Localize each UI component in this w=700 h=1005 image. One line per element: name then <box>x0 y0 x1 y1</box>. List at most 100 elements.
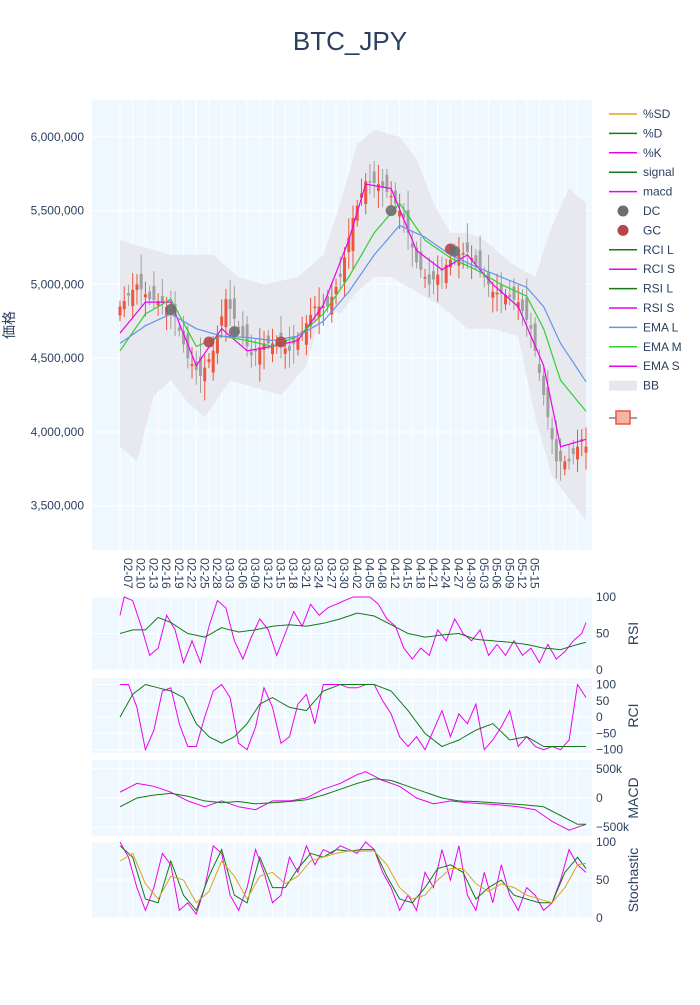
candle-body <box>546 387 550 418</box>
x-tick-label: 05-12 <box>515 558 529 589</box>
dead-cross-marker[interactable] <box>228 326 240 338</box>
candle-body <box>448 259 452 268</box>
candle <box>554 420 558 479</box>
candle-body <box>567 458 571 462</box>
legend-item-rsi-s[interactable]: RSI S <box>609 301 674 315</box>
candle <box>309 297 313 339</box>
dead-cross-marker[interactable] <box>385 205 397 217</box>
candle-body <box>351 218 355 251</box>
candle-body <box>326 295 330 307</box>
candle-body <box>215 333 219 354</box>
candle <box>131 272 135 319</box>
candle-body <box>364 181 368 205</box>
legend-item-gc[interactable]: GC <box>617 223 662 237</box>
candle <box>364 173 368 215</box>
legend-swatch-band <box>609 380 637 391</box>
legend-item--d[interactable]: %D <box>609 126 663 140</box>
legend-swatch-marker <box>617 224 629 236</box>
candle-body <box>343 257 347 283</box>
dead-cross-marker[interactable] <box>165 304 177 316</box>
y-tick-label: 50 <box>596 627 610 641</box>
candle-body <box>241 326 245 338</box>
candle-body <box>143 294 147 298</box>
candle <box>499 272 503 313</box>
candle-body <box>376 184 380 192</box>
candle <box>478 235 482 278</box>
legend-label: %D <box>643 126 663 140</box>
series-ema-l <box>119 224 587 383</box>
legend-item-ema-l[interactable]: EMA L <box>609 320 679 334</box>
candle <box>190 347 194 379</box>
candle-body <box>232 298 236 319</box>
candle <box>576 429 580 472</box>
x-tick-label: 04-08 <box>375 558 389 589</box>
legend-label: %K <box>643 146 662 160</box>
candle <box>465 223 469 269</box>
candle-body <box>224 299 228 328</box>
candle-body <box>368 181 372 183</box>
candle-body <box>122 301 126 310</box>
panel-price: 3,500,000 4,000,000 4,500,000 5,000,000 5,50… <box>1 100 592 589</box>
legend-label: BB <box>643 379 659 393</box>
legend-item-ema-s[interactable]: EMA S <box>609 359 680 373</box>
candle-body <box>271 343 274 355</box>
legend-item-dc[interactable]: DC <box>617 204 661 218</box>
candle-body <box>249 351 253 356</box>
candle <box>491 281 495 313</box>
legend-item-rsi-l[interactable]: RSI L <box>609 282 673 296</box>
candle-body <box>495 292 499 295</box>
series-rsi-s <box>119 596 587 665</box>
candle-body <box>304 323 308 345</box>
candle <box>199 337 202 393</box>
candle <box>156 293 160 316</box>
dead-cross-marker[interactable] <box>449 245 461 257</box>
candle-body <box>474 255 478 264</box>
candle <box>542 367 546 406</box>
candle-body <box>156 301 160 306</box>
candle-body <box>482 274 486 278</box>
series-rci-s <box>120 683 587 752</box>
golden-cross-marker[interactable] <box>275 336 287 348</box>
candle <box>436 255 440 302</box>
golden-cross-marker[interactable] <box>203 336 215 348</box>
candle-body <box>334 286 338 295</box>
legend-item-bb[interactable]: BB <box>609 379 659 393</box>
x-tick-label: 05-03 <box>477 558 491 589</box>
x-tick-label: 03-03 <box>223 558 237 589</box>
legend-label: EMA M <box>643 340 682 354</box>
x-tick-label: 03-27 <box>324 558 338 589</box>
candle-body <box>126 293 130 296</box>
candle-body <box>338 273 342 278</box>
candle-body <box>427 274 431 285</box>
x-tick-label: 03-24 <box>312 558 326 589</box>
legend[interactable]: %SD %D %K signal macd DC GC RCI L RCI S RSI L RSI … <box>609 107 682 425</box>
legend-item--k[interactable]: %K <box>609 146 662 160</box>
y-tick-label: 5,000,000 <box>31 277 85 291</box>
legend-item-rci-s[interactable]: RCI S <box>609 262 675 276</box>
y-tick-label: 3,500,000 <box>31 499 85 513</box>
x-tick-label: 02-19 <box>172 558 186 589</box>
x-tick-label: 04-30 <box>464 558 478 589</box>
y-tick-label: −100 <box>596 743 623 757</box>
candle <box>359 178 363 206</box>
panel-title-rci: RCI <box>625 703 641 727</box>
legend-item-macd[interactable]: macd <box>609 185 672 199</box>
y-tick-label: 500k <box>596 762 623 776</box>
x-tick-label: 02-10 <box>134 558 148 589</box>
x-tick-label: 03-15 <box>274 558 288 589</box>
legend-item-candlestick[interactable] <box>609 410 637 425</box>
legend-item-ema-m[interactable]: EMA M <box>609 340 682 354</box>
legend-item--sd[interactable]: %SD <box>609 107 671 121</box>
candle <box>143 281 147 317</box>
series-rsi-l <box>119 612 587 651</box>
legend-swatch-candle <box>615 410 631 425</box>
candle <box>584 427 588 470</box>
legend-item-rci-l[interactable]: RCI L <box>609 243 674 257</box>
y-tick-label: 50 <box>596 873 610 887</box>
y-tick-label: 0 <box>596 710 603 724</box>
x-tick-label: 02-07 <box>121 558 135 589</box>
legend-item-signal[interactable]: signal <box>609 165 674 179</box>
panel-rsi: 0 50 100 RSI <box>92 590 641 677</box>
candle <box>304 315 308 356</box>
candle <box>398 193 402 230</box>
